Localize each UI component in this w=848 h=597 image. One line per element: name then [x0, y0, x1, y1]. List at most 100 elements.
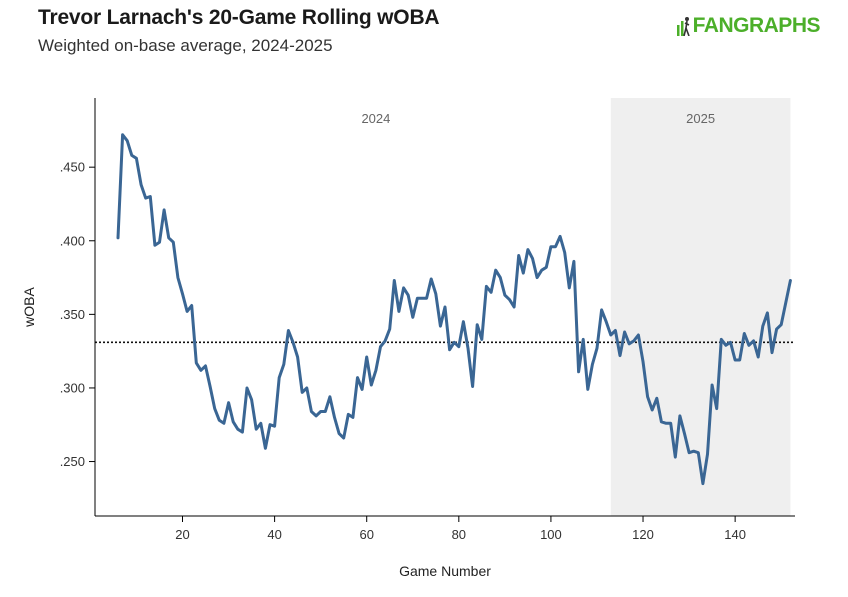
- data-point-game-27: [213, 407, 217, 411]
- data-point-game-96: [531, 256, 535, 260]
- fangraphs-logo: FANGRAPHS: [676, 14, 821, 38]
- data-point-game-113: [609, 333, 613, 337]
- data-point-game-65: [388, 327, 392, 331]
- data-point-game-64: [383, 339, 387, 343]
- data-point-game-71: [415, 296, 419, 300]
- data-point-game-30: [227, 401, 231, 405]
- data-point-game-149: [775, 327, 779, 331]
- data-point-game-44: [291, 340, 295, 344]
- data-point-game-10: [134, 156, 138, 160]
- data-point-game-56: [346, 412, 350, 416]
- data-point-game-100: [549, 245, 553, 249]
- data-point-game-37: [259, 421, 263, 425]
- x-tick-label: 100: [540, 527, 562, 542]
- data-point-game-117: [627, 342, 631, 346]
- data-point-game-142: [742, 331, 746, 335]
- data-point-game-45: [296, 355, 300, 359]
- data-point-game-75: [434, 292, 438, 296]
- fangraphs-mark-icon: [676, 17, 690, 36]
- x-tick-label: 40: [267, 527, 281, 542]
- data-point-game-128: [678, 414, 682, 418]
- data-point-game-77: [443, 305, 447, 309]
- data-point-game-124: [659, 420, 663, 424]
- data-point-game-150: [779, 323, 783, 327]
- data-point-game-33: [240, 430, 244, 434]
- data-point-game-51: [323, 410, 327, 414]
- data-point-game-138: [724, 343, 728, 347]
- data-point-game-80: [457, 345, 461, 349]
- season-2025-shade: [610, 98, 791, 516]
- data-point-game-28: [217, 418, 221, 422]
- data-point-game-141: [738, 358, 742, 362]
- x-tick-label: 80: [452, 527, 466, 542]
- data-point-game-68: [402, 286, 406, 290]
- data-point-game-151: [784, 301, 788, 305]
- data-point-game-78: [448, 348, 452, 352]
- data-point-game-112: [604, 320, 608, 324]
- x-axis-title: Game Number: [399, 563, 491, 579]
- y-tick-label: .450: [60, 160, 85, 175]
- data-point-game-147: [765, 311, 769, 315]
- season-label-2024: 2024: [361, 111, 390, 126]
- chart-subtitle: Weighted on-base average, 2024-2025: [38, 36, 333, 55]
- data-point-game-63: [379, 345, 383, 349]
- data-point-game-144: [752, 339, 756, 343]
- data-point-game-7: [121, 133, 125, 137]
- data-point-game-134: [706, 452, 710, 456]
- data-point-game-74: [429, 277, 433, 281]
- data-point-game-50: [319, 410, 323, 414]
- data-point-game-102: [558, 234, 562, 238]
- data-point-game-22: [190, 304, 194, 308]
- data-point-game-29: [222, 421, 226, 425]
- data-point-game-76: [438, 324, 442, 328]
- x-tick-label: 20: [175, 527, 189, 542]
- data-point-game-116: [623, 330, 627, 334]
- data-point-game-98: [540, 268, 544, 272]
- data-point-game-69: [406, 293, 410, 297]
- data-point-game-14: [153, 243, 157, 247]
- x-tick-label: 120: [632, 527, 654, 542]
- data-point-game-107: [581, 337, 585, 341]
- data-point-game-88: [494, 268, 498, 272]
- data-point-game-131: [692, 449, 696, 453]
- data-point-game-35: [250, 398, 254, 402]
- data-point-game-86: [484, 284, 488, 288]
- data-point-game-91: [507, 298, 511, 302]
- data-point-game-67: [397, 309, 401, 313]
- data-point-game-49: [314, 414, 318, 418]
- data-point-game-43: [286, 329, 290, 333]
- data-point-game-11: [139, 183, 143, 187]
- data-point-game-42: [282, 362, 286, 366]
- data-point-game-54: [337, 432, 341, 436]
- data-point-game-92: [512, 305, 516, 309]
- data-point-game-66: [392, 279, 396, 283]
- data-point-game-73: [425, 296, 429, 300]
- data-point-game-110: [595, 346, 599, 350]
- data-point-game-72: [420, 296, 424, 300]
- data-point-game-79: [452, 340, 456, 344]
- data-point-game-140: [733, 358, 737, 362]
- data-point-game-70: [411, 315, 415, 319]
- data-point-game-120: [641, 359, 645, 363]
- data-point-game-55: [342, 436, 346, 440]
- data-point-game-40: [273, 424, 277, 428]
- data-point-game-87: [489, 290, 493, 294]
- data-point-game-13: [148, 195, 152, 199]
- data-point-game-31: [231, 420, 235, 424]
- logo-text: FANGRAPHS: [692, 14, 821, 37]
- data-point-game-127: [673, 455, 677, 459]
- data-point-game-48: [309, 410, 313, 414]
- data-point-game-6: [116, 236, 120, 240]
- data-point-game-95: [526, 248, 530, 252]
- data-point-game-146: [761, 324, 765, 328]
- data-point-game-62: [374, 368, 378, 372]
- data-point-game-139: [729, 340, 733, 344]
- data-point-game-121: [646, 395, 650, 399]
- chart-title: Trevor Larnach's 20-Game Rolling wOBA: [38, 6, 440, 29]
- data-point-game-21: [185, 309, 189, 313]
- data-point-game-104: [567, 286, 571, 290]
- data-point-game-81: [461, 320, 465, 324]
- data-point-game-90: [503, 293, 507, 297]
- data-point-game-118: [632, 339, 636, 343]
